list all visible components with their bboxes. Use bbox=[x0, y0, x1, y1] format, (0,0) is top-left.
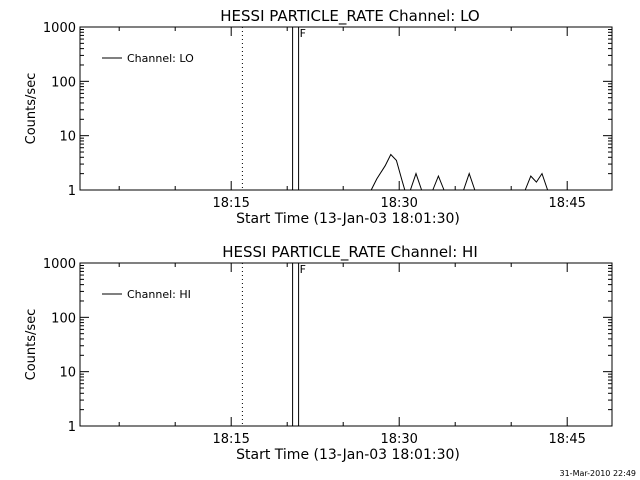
y-tick-label: 1 bbox=[68, 184, 76, 199]
y-tick-label: 100 bbox=[51, 75, 76, 90]
x-tick-label: 18:15 bbox=[212, 432, 249, 447]
chart-title: HESSI PARTICLE_RATE Channel: LO bbox=[220, 7, 479, 26]
y-tick-label: 10 bbox=[59, 366, 76, 381]
legend-entry: Channel: LO bbox=[127, 52, 194, 65]
y-tick-label: 10 bbox=[59, 130, 76, 145]
x-tick-label: 18:30 bbox=[380, 196, 417, 211]
chart-title: HESSI PARTICLE_RATE Channel: HI bbox=[222, 243, 478, 262]
event-marker-label: F bbox=[300, 263, 306, 276]
x-tick-label: 18:15 bbox=[212, 196, 249, 211]
y-axis-label: Counts/sec bbox=[24, 73, 39, 145]
series-line-segment bbox=[432, 174, 445, 191]
plot-frame bbox=[79, 262, 613, 427]
plot-frame bbox=[79, 26, 613, 191]
y-tick-label: 1000 bbox=[43, 21, 76, 36]
series-line-segment bbox=[463, 172, 476, 191]
x-axis-label: Start Time (13-Jan-03 18:01:30) bbox=[236, 447, 460, 463]
x-tick-label: 18:45 bbox=[548, 196, 585, 211]
y-tick-label: 100 bbox=[51, 311, 76, 326]
footer-timestamp: 31-Mar-2010 22:49 bbox=[560, 469, 637, 478]
y-tick-label: 1 bbox=[68, 420, 76, 435]
legend-entry: Channel: HI bbox=[127, 288, 191, 301]
x-axis-label: Start Time (13-Jan-03 18:01:30) bbox=[236, 211, 460, 227]
x-tick-label: 18:30 bbox=[380, 432, 417, 447]
series-line-segment bbox=[370, 153, 406, 191]
x-tick-label: 18:45 bbox=[548, 432, 585, 447]
event-marker-label: F bbox=[300, 27, 306, 40]
y-tick-label: 1000 bbox=[43, 257, 76, 272]
y-axis-label: Counts/sec bbox=[24, 309, 39, 381]
series-line-segment bbox=[524, 172, 549, 191]
series-line-segment bbox=[409, 172, 423, 191]
